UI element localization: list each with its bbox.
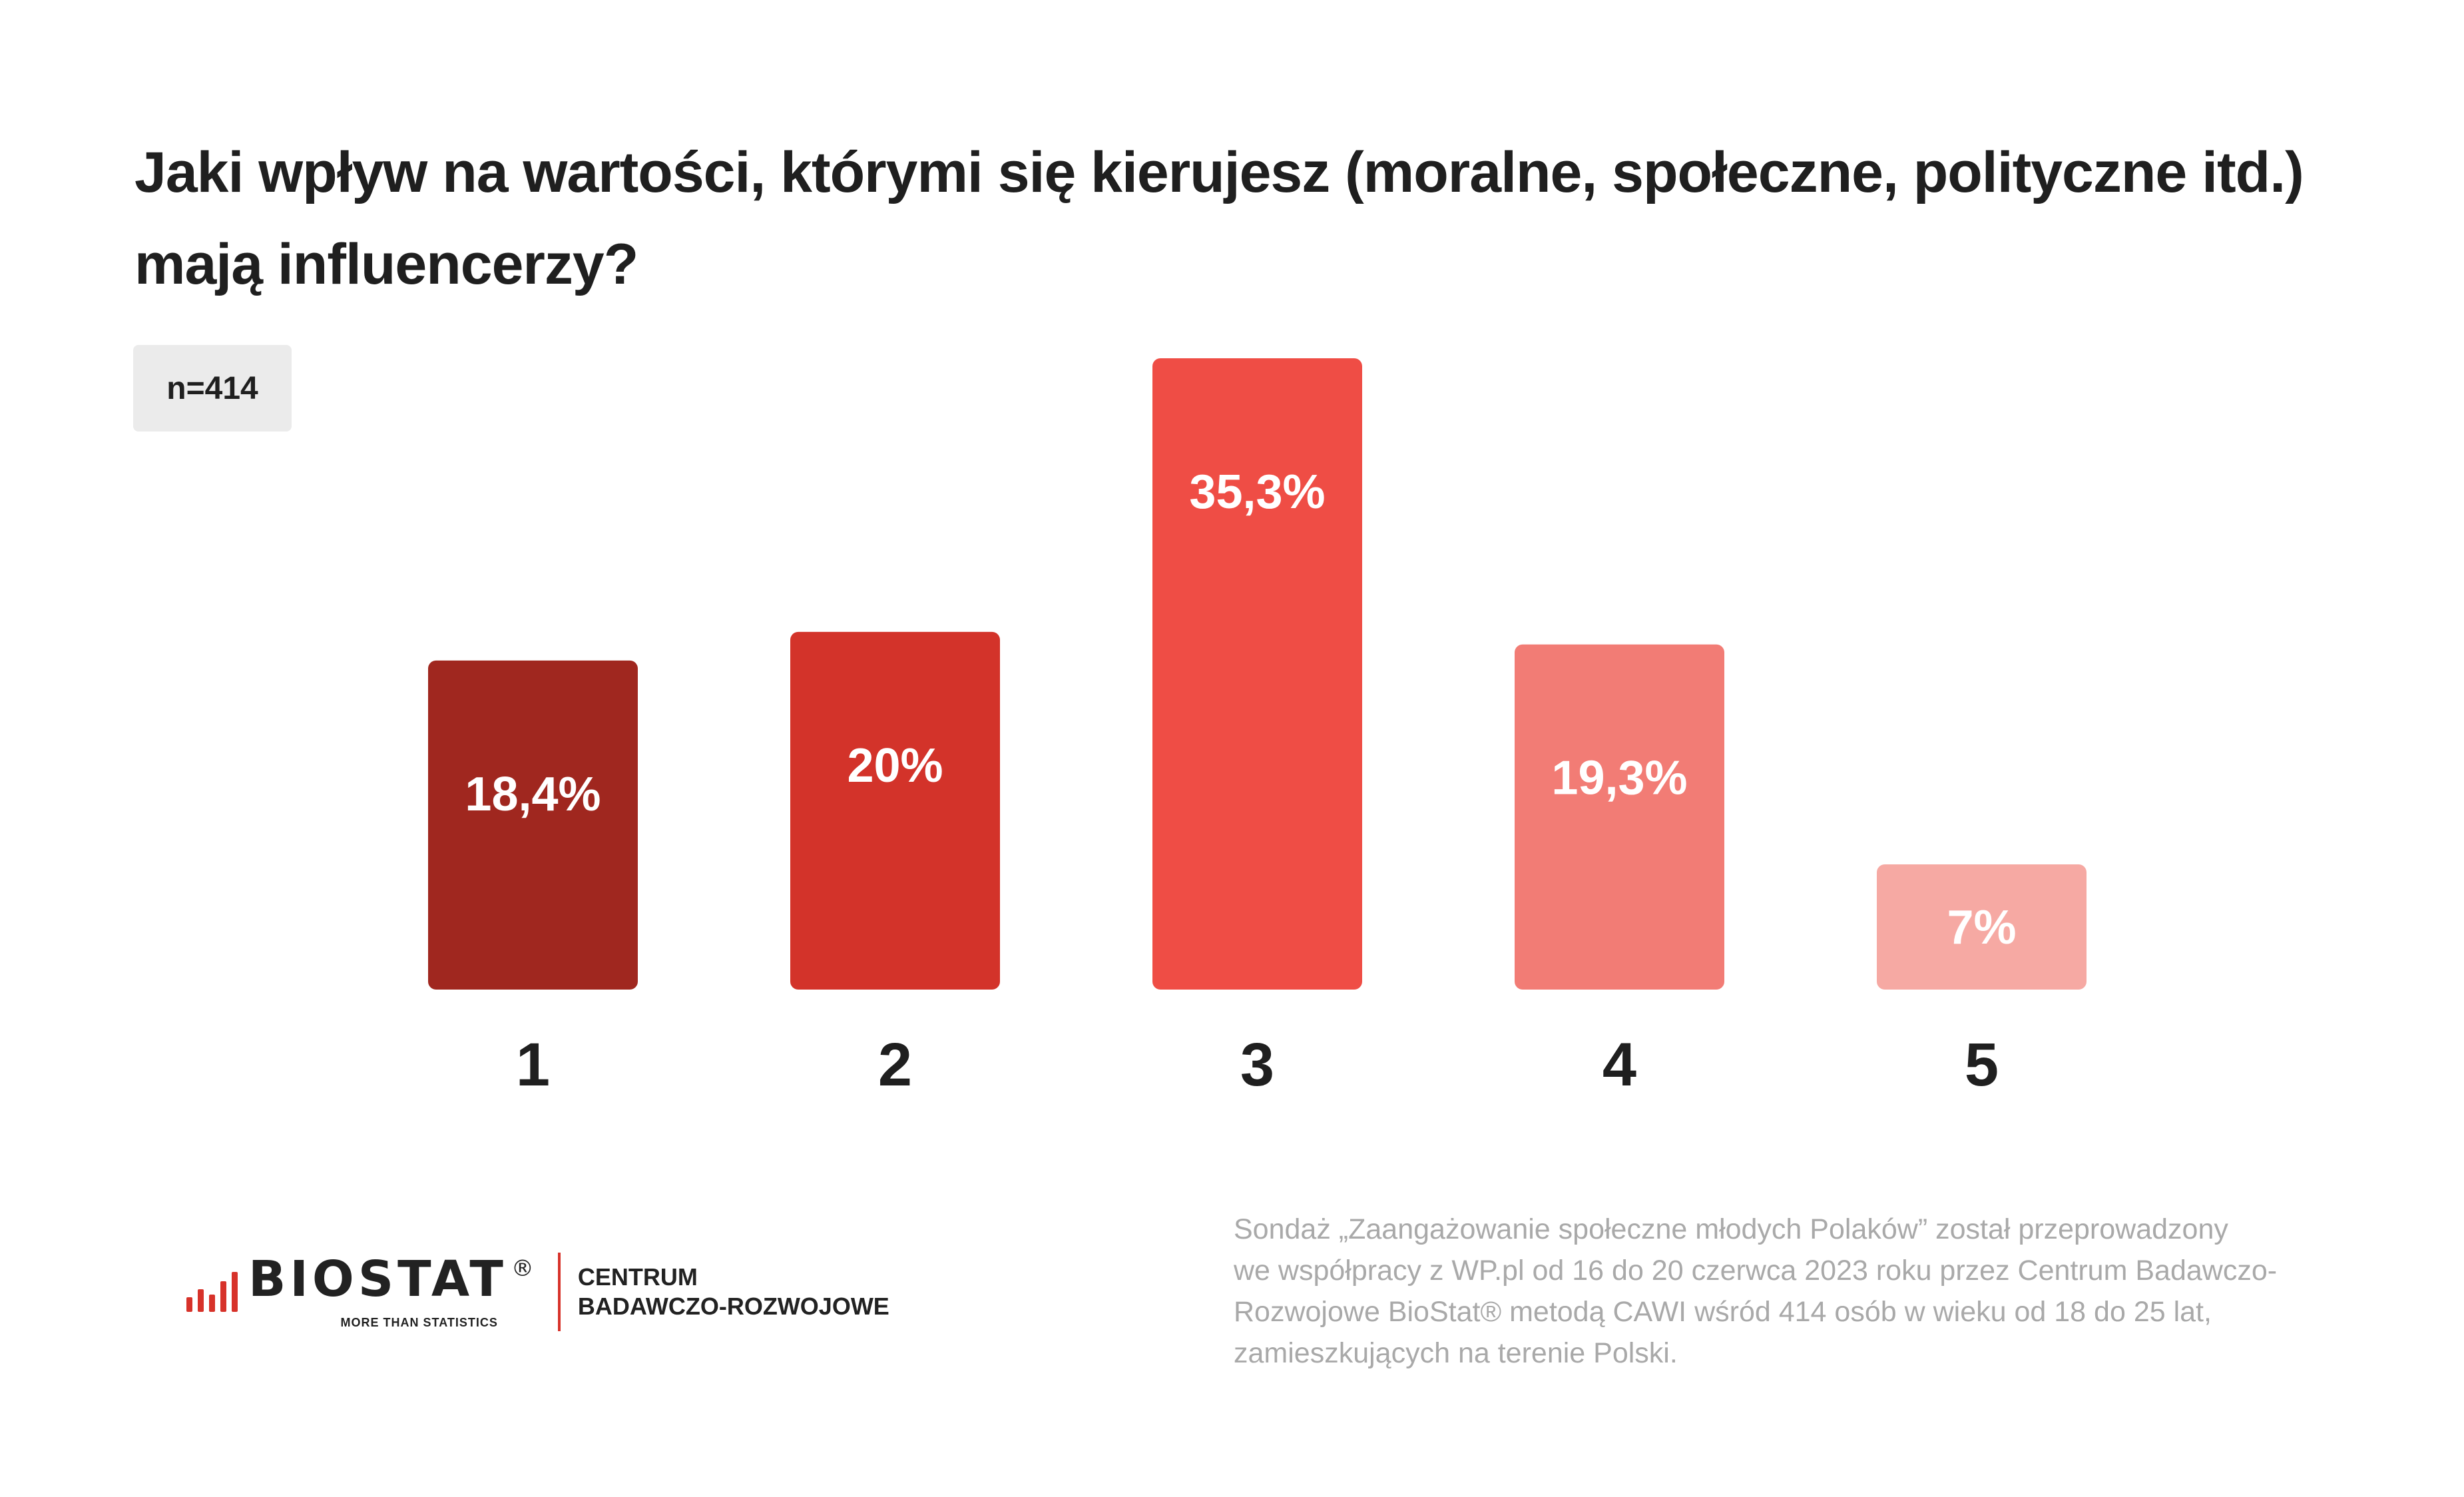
source-line-1: Sondaż „Zaangażowanie społeczne młodych … <box>1234 1213 2228 1245</box>
chart-title: Jaki wpływ na wartości, którymi się kier… <box>134 127 2398 310</box>
bar-5 <box>1877 864 2087 990</box>
source-line-2: we współpracy z WP.pl od 16 do 20 czerwc… <box>1234 1255 2278 1287</box>
source-line-4: zamieszkujących na terenie Polski. <box>1234 1337 1678 1369</box>
bar-4 <box>1515 644 1724 990</box>
logo-center-line-2: BADAWCZO-ROZWOJOWE <box>577 1293 889 1320</box>
bar-value-label-2: 20% <box>847 739 943 792</box>
logo-registered-mark: ® <box>511 1255 538 1282</box>
category-label-2: 2 <box>878 1031 912 1099</box>
source-line-3: Rozwojowe BioStat® metodą CAWI wśród 414… <box>1234 1296 2212 1328</box>
category-label-3: 3 <box>1240 1031 1274 1099</box>
source-note: Sondaż „Zaangażowanie społeczne młodych … <box>1234 1209 2332 1374</box>
logo-center-text: CENTRUM BADAWCZO-ROZWOJOWE <box>578 1263 889 1321</box>
category-label-1: 1 <box>516 1031 550 1099</box>
logo-divider <box>557 1253 561 1331</box>
logo-bars-icon <box>186 1272 238 1312</box>
bar-3 <box>1152 358 1362 990</box>
chart-title-line-2: mają influencerzy? <box>134 232 638 296</box>
bar-1 <box>428 660 638 990</box>
logo-center-line-1: CENTRUM <box>577 1263 698 1291</box>
bar-value-label-4: 19,3% <box>1551 752 1687 805</box>
bar-2 <box>790 631 1000 990</box>
bar-value-label-1: 18,4% <box>465 768 601 821</box>
logo-tagline: MORE THAN STATISTICS <box>340 1315 498 1329</box>
logo-name: BIOSTAT <box>248 1250 507 1308</box>
bar-value-label-3: 35,3% <box>1189 465 1325 519</box>
biostat-logo: BIOSTAT ® MORE THAN STATISTICS CENTRUM BA… <box>186 1252 889 1332</box>
chart-title-line-1: Jaki wpływ na wartości, którymi się kier… <box>134 141 2304 204</box>
sample-size-badge: n=414 <box>133 345 292 432</box>
bar-value-label-5: 7% <box>1947 901 2016 954</box>
category-label-5: 5 <box>1965 1031 1999 1099</box>
category-label-4: 4 <box>1602 1031 1636 1099</box>
